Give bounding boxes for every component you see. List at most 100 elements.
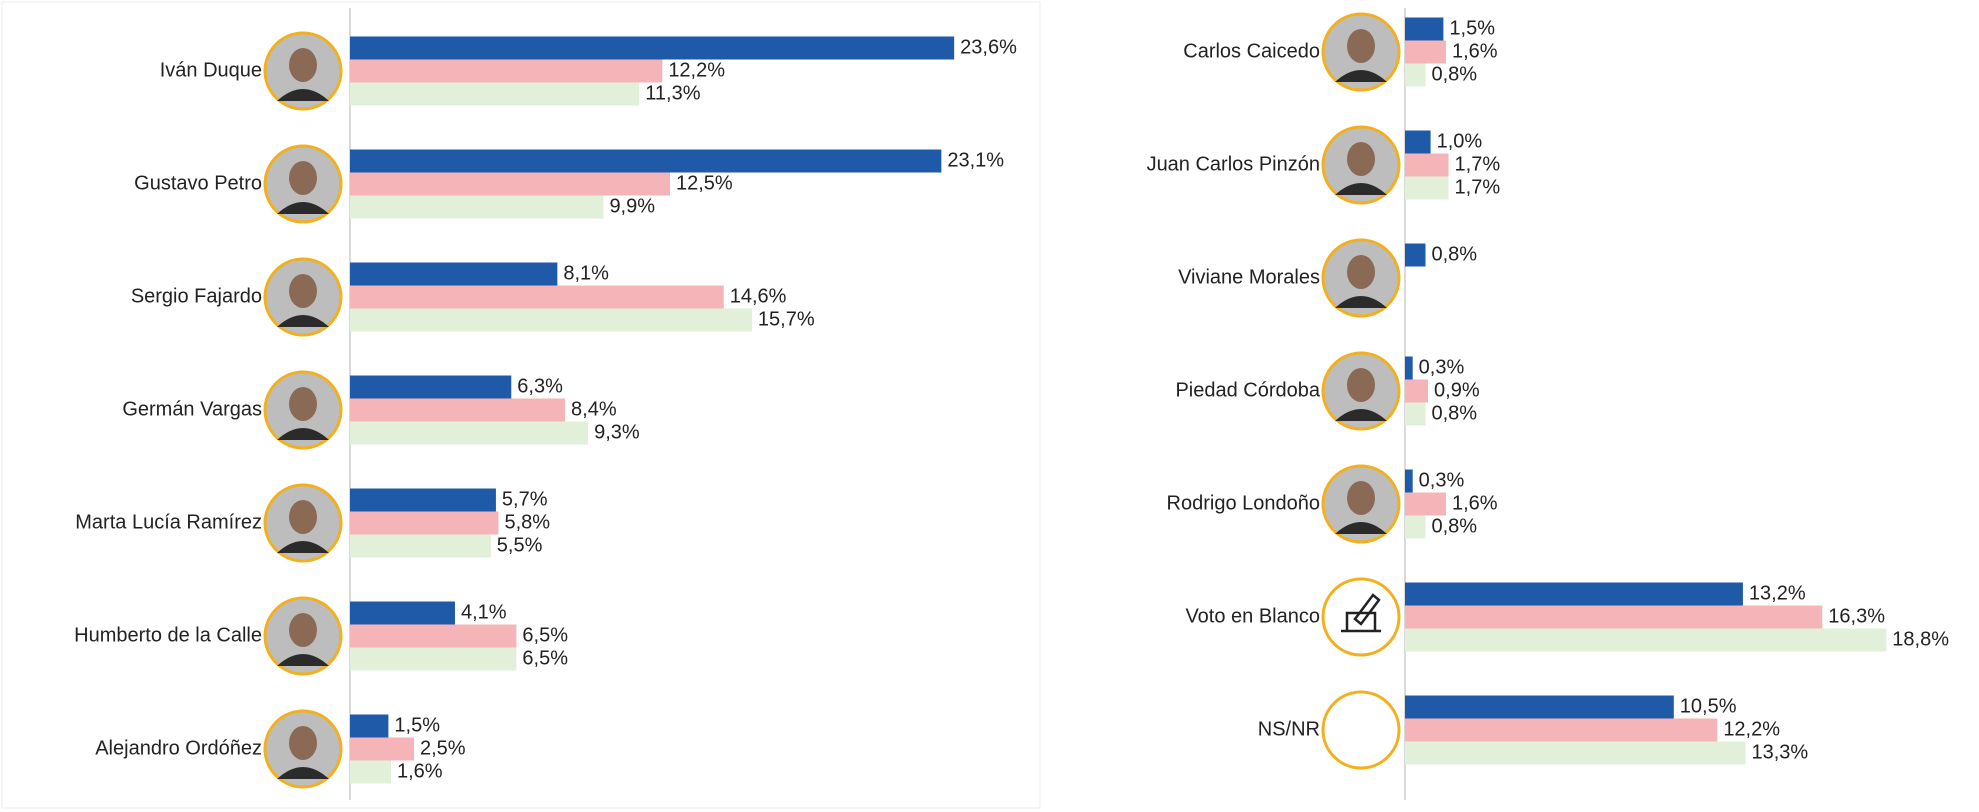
portrait-body (277, 541, 329, 553)
portrait (1321, 690, 1401, 770)
bar (1405, 605, 1823, 629)
panel-frame (1, 1, 1041, 809)
value-label: 8,4% (571, 398, 617, 420)
bar (350, 149, 942, 173)
bar (350, 511, 499, 535)
bar (1405, 402, 1426, 426)
category-label: Rodrigo Londoño (1167, 492, 1320, 514)
category-label: NS/NR (1258, 718, 1320, 740)
portrait-face (289, 274, 317, 308)
bar (1405, 130, 1431, 154)
value-label: 1,7% (1455, 176, 1501, 198)
portrait-face (289, 161, 317, 195)
bar (350, 308, 752, 332)
bar (350, 488, 496, 512)
value-label: 1,6% (397, 760, 443, 782)
value-label: 6,5% (522, 624, 568, 646)
bar (1405, 17, 1444, 41)
portrait-face (289, 387, 317, 421)
value-label: 16,3% (1828, 605, 1885, 627)
value-label: 9,9% (609, 195, 655, 217)
bar (350, 262, 558, 286)
category-label: Carlos Caicedo (1183, 40, 1320, 62)
value-label: 4,1% (461, 601, 507, 623)
value-label: 2,5% (420, 737, 466, 759)
category-label: Gustavo Petro (134, 172, 262, 194)
bar (350, 601, 455, 625)
category-label: Voto en Blanco (1185, 605, 1320, 627)
category-label: Humberto de la Calle (74, 624, 262, 646)
bar (1405, 628, 1887, 652)
portrait (1321, 577, 1401, 657)
bar (1405, 582, 1743, 606)
bar (350, 172, 670, 196)
value-label: 0,8% (1431, 63, 1477, 85)
bar (350, 714, 389, 738)
portrait-face (1347, 481, 1375, 515)
bar (1405, 356, 1413, 380)
value-label: 23,1% (947, 149, 1004, 171)
portrait-body (277, 654, 329, 666)
bar (1405, 718, 1718, 742)
bar (350, 36, 955, 60)
portrait-face (1347, 255, 1375, 289)
bar (350, 59, 663, 83)
portrait-body (1335, 70, 1387, 82)
bar (1405, 153, 1449, 177)
value-label: 5,8% (504, 511, 550, 533)
portrait-face (1347, 142, 1375, 176)
category-label: Marta Lucía Ramírez (75, 511, 262, 533)
value-label: 1,7% (1455, 153, 1501, 175)
value-label: 11,3% (645, 82, 700, 104)
bar (1405, 515, 1426, 539)
value-label: 1,5% (394, 714, 440, 736)
category-label: Iván Duque (160, 59, 262, 81)
portrait-face (289, 500, 317, 534)
category-label: Alejandro Ordóñez (95, 737, 262, 759)
bar (1405, 695, 1674, 719)
category-label: Germán Vargas (122, 398, 262, 420)
value-label: 12,2% (1723, 718, 1780, 740)
value-label: 9,3% (594, 421, 640, 443)
portrait-body (277, 315, 329, 327)
category-label: Piedad Córdoba (1175, 379, 1320, 401)
portrait-face (289, 613, 317, 647)
portrait-body (277, 767, 329, 779)
bar (1405, 741, 1746, 765)
value-label: 1,5% (1449, 17, 1495, 39)
bar (350, 375, 512, 399)
category-label: Sergio Fajardo (131, 285, 262, 307)
bar (350, 285, 724, 309)
value-label: 13,3% (1751, 741, 1808, 763)
portrait-body (277, 428, 329, 440)
value-label: 13,2% (1749, 582, 1806, 604)
bar (350, 82, 640, 106)
value-label: 0,3% (1419, 356, 1465, 378)
portrait-face (1347, 29, 1375, 63)
bar (350, 737, 414, 761)
value-label: 1,6% (1452, 40, 1498, 62)
value-label: 0,9% (1434, 379, 1480, 401)
bar (350, 534, 491, 558)
portrait-body (1335, 409, 1387, 421)
bar (1405, 379, 1429, 403)
value-label: 5,7% (502, 488, 548, 510)
value-label: 10,5% (1680, 695, 1737, 717)
value-label: 0,8% (1431, 243, 1477, 265)
bar (1405, 40, 1446, 64)
bar (1405, 492, 1446, 516)
value-label: 0,8% (1431, 515, 1477, 537)
bar (350, 421, 589, 445)
portrait-body (277, 89, 329, 101)
category-label: Juan Carlos Pinzón (1147, 153, 1320, 175)
bar (1405, 176, 1449, 200)
value-label: 6,5% (522, 647, 568, 669)
portrait-face (289, 48, 317, 82)
value-label: 15,7% (758, 308, 815, 330)
bar (350, 624, 517, 648)
bar (1405, 243, 1426, 267)
portrait-body (277, 202, 329, 214)
bar (1405, 469, 1413, 493)
value-label: 0,3% (1419, 469, 1465, 491)
